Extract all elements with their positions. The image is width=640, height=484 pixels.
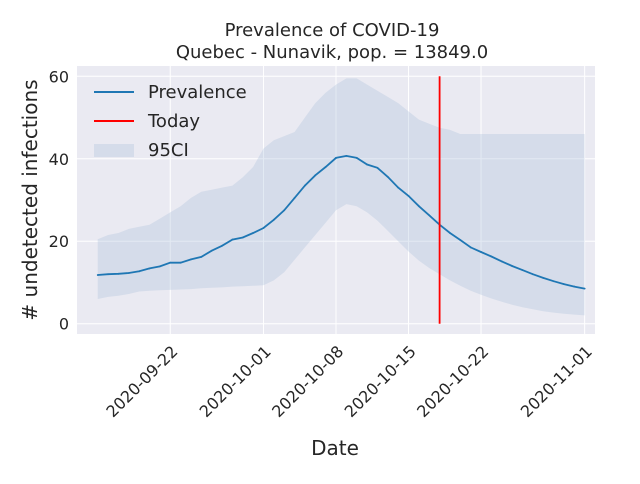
prevalence-point (252, 232, 255, 234)
chart-subtitle: Quebec - Nunavik, pop. = 13849.0 (176, 42, 488, 63)
prevalence-point (231, 238, 234, 241)
prevalence-point (449, 232, 451, 234)
prevalence-point (552, 280, 555, 283)
legend-label-today: Today (147, 111, 200, 132)
prevalence-point (314, 174, 317, 177)
prevalence-point (262, 227, 265, 229)
x-tick-label: 2020-10-01 (196, 342, 275, 421)
y-tick-label: 40 (49, 150, 69, 169)
y-axis-label: # undetected infections (18, 79, 42, 320)
prevalence-point (366, 163, 368, 166)
prevalence-point (200, 255, 203, 258)
prevalence-point (345, 154, 348, 157)
y-tick-label: 20 (49, 232, 69, 251)
x-tick-labels: 2020-09-22 2020-10-012020-10-082020-10-15… (102, 342, 596, 421)
prevalence-point (511, 265, 514, 267)
legend-label-prevalence: Prevalence (148, 82, 247, 103)
prevalence-point (469, 246, 472, 249)
y-tick-label: 0 (59, 315, 69, 334)
prevalence-point (127, 272, 130, 274)
prevalence-point (241, 236, 244, 239)
legend-label-95ci: 95CI (148, 140, 189, 161)
prevalence-point (335, 157, 337, 159)
prevalence-point (158, 265, 161, 268)
prevalence-point (428, 214, 431, 217)
prevalence-line-layer (96, 154, 586, 290)
prevalence-point (107, 273, 109, 276)
prevalence-point (117, 272, 120, 275)
x-tick-label: 2020-11-01 (517, 342, 596, 421)
confidence-band (97, 78, 585, 316)
prevalence-point (563, 283, 565, 286)
y-tick-label: 60 (49, 67, 69, 86)
prevalence-point (397, 186, 400, 189)
legend-swatch-95ci (94, 144, 134, 157)
legend: Prevalence Today 95CI (94, 82, 247, 161)
prevalence-point (459, 239, 462, 241)
x-tick-label: 2020-10-08 (268, 342, 347, 421)
prevalence-point (521, 269, 524, 271)
prevalence-point (542, 277, 545, 279)
y-tick-labels: 0 20 40 60 (49, 67, 69, 333)
prevalence-point (272, 218, 275, 221)
x-tick-label: 2020-10-15 (341, 342, 420, 421)
prevalence-line (97, 154, 585, 290)
prevalence-point (417, 205, 420, 208)
prevalence-point (480, 251, 482, 253)
prevalence-point (304, 184, 306, 187)
prevalence-point (148, 267, 151, 270)
prevalence-point (169, 261, 172, 264)
x-tick-label: 2020-09-22 (102, 342, 181, 421)
prevalence-point (324, 166, 327, 168)
prevalence-point (210, 249, 213, 252)
prevalence-point (138, 270, 141, 273)
prevalence-point (190, 258, 192, 261)
confidence-band-layer (97, 78, 585, 316)
prevalence-point (221, 244, 223, 247)
x-axis-label: Date (311, 436, 359, 460)
prevalence-point (500, 260, 503, 263)
prevalence-point (355, 157, 358, 159)
x-tick-label: 2020-10-22 (413, 342, 492, 421)
prevalence-point (490, 255, 493, 258)
chart-title: Prevalence of COVID-19 (225, 20, 440, 41)
prevalence-point (376, 166, 379, 169)
prevalence-point (96, 274, 99, 276)
prevalence-point (407, 194, 410, 197)
prevalence-point (283, 209, 286, 212)
prevalence-point (531, 273, 534, 276)
prevalence-point (583, 287, 586, 290)
prevalence-point (293, 197, 296, 199)
prevalence-point (179, 261, 182, 264)
prevalence-point (386, 176, 389, 178)
prevalence-point (573, 285, 576, 288)
